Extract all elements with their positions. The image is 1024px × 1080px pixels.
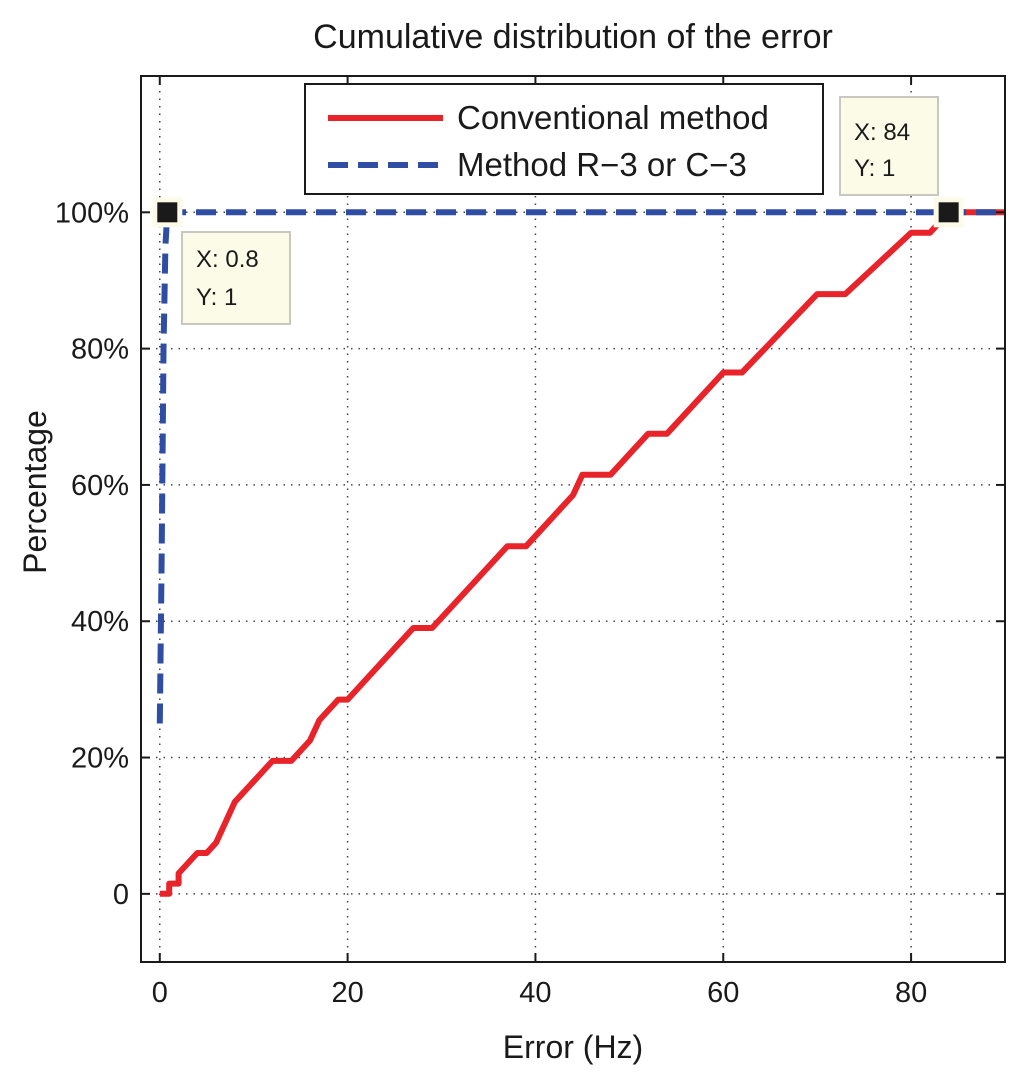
series-layer <box>156 209 1005 897</box>
series-line-method-r3 <box>156 209 1005 724</box>
x-tick-label-1: 20 <box>331 977 363 1009</box>
datatips: X: 0.8 Y: 1 X: 84 Y: 1 <box>152 96 964 325</box>
plot-frame <box>140 75 1006 963</box>
legend-box <box>304 83 824 195</box>
y-tick-label-4: 80% <box>71 334 129 366</box>
legend-label-method-r3: Method R−3 or C−3 <box>457 146 747 183</box>
datatip-1-y: Y: 1 <box>196 284 237 311</box>
legend: Conventional method Method R−3 or C−3 <box>304 83 824 195</box>
datatip-marker-2 <box>938 202 959 223</box>
x-tick-label-3: 60 <box>707 977 739 1009</box>
chart-title: Cumulative distribution of the error <box>313 18 833 56</box>
series-line-conventional <box>159 209 1005 897</box>
datatip-2-x: X: 84 <box>854 119 910 146</box>
datatip-marker-1 <box>157 202 178 223</box>
y-axis-label: Percentage <box>17 410 53 574</box>
legend-label-conventional: Conventional method <box>457 99 769 136</box>
y-tick-label-1: 20% <box>71 743 129 775</box>
x-axis-label: Error (Hz) <box>503 1029 643 1065</box>
y-tick-label-2: 40% <box>71 606 129 638</box>
x-tick-label-4: 80 <box>895 977 927 1009</box>
datatip-box-2: X: 84 Y: 1 <box>839 96 939 196</box>
datatip-2-y: Y: 1 <box>854 155 895 182</box>
datatip-box-1: X: 0.8 Y: 1 <box>181 231 291 325</box>
ticks: 0 20 40 60 80 0 20% 40% 60% 80% 100% <box>55 76 1005 1009</box>
x-tick-label-2: 40 <box>519 977 551 1009</box>
y-tick-label-3: 60% <box>71 470 129 502</box>
plot-background <box>141 76 1005 962</box>
datatip-1-x: X: 0.8 <box>196 246 259 273</box>
y-tick-label-0: 0 <box>113 879 129 911</box>
x-tick-label-0: 0 <box>152 977 168 1009</box>
y-tick-label-5: 100% <box>55 197 129 229</box>
